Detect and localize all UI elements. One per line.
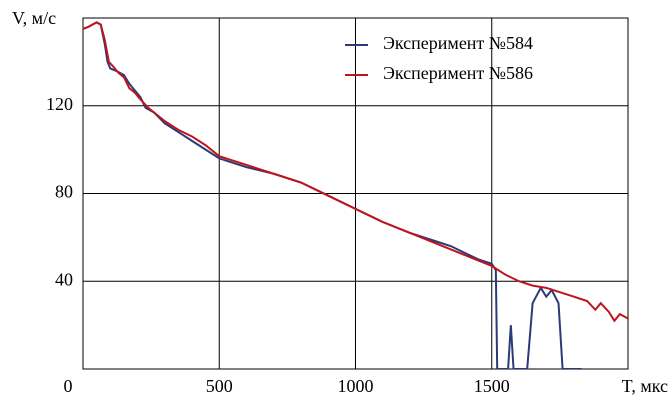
x-axis-label: T, мкс xyxy=(622,376,668,396)
legend-label: Эксперимент №584 xyxy=(383,33,533,53)
x-tick-label: 1000 xyxy=(338,376,374,396)
legend-label: Эксперимент №586 xyxy=(383,63,533,83)
y-axis-label: V, м/с xyxy=(12,8,56,28)
x-tick-label: 500 xyxy=(206,376,233,396)
data-line xyxy=(83,21,628,323)
y-tick-label: 80 xyxy=(55,182,73,202)
y-tick-label: 120 xyxy=(46,94,73,114)
y-tick-label: 40 xyxy=(55,269,73,289)
x-tick-label: 1500 xyxy=(474,376,510,396)
x-tick-label: 0 xyxy=(64,376,73,396)
plot-frame xyxy=(82,17,629,370)
